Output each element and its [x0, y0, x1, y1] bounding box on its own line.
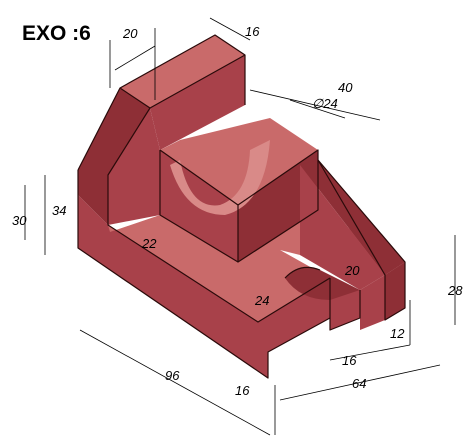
- dim-64: 64: [352, 376, 366, 391]
- left-wall-side-face: [78, 88, 150, 225]
- cylinder-cut-surface: [170, 140, 270, 215]
- edge-outline-1: [77, 170, 331, 379]
- solid-part: [77, 34, 406, 379]
- dim-16-bottom: 16: [235, 383, 250, 398]
- dim-20-slot: 20: [344, 263, 360, 278]
- edge-outline-7: [317, 159, 406, 321]
- right-rib-face: [300, 160, 405, 275]
- edge-outline-6: [237, 149, 319, 263]
- cradle-side-face: [238, 150, 318, 262]
- dim-22: 22: [141, 236, 157, 251]
- dim-20-top: 20: [122, 26, 138, 41]
- dim-12: 12: [390, 326, 405, 341]
- slot-cutout: [285, 267, 360, 300]
- slot-right-block: [360, 275, 385, 330]
- dim-24-mid: 24: [254, 293, 269, 308]
- dim-16-top: 16: [245, 24, 260, 39]
- edge-outline-8: [329, 278, 361, 331]
- edge-slot-arc: [284, 266, 321, 279]
- left-wall-top-face: [120, 35, 245, 108]
- right-rib-slope: [300, 165, 385, 290]
- edge-outline-2: [77, 34, 246, 171]
- dim-dia-24: ∅24: [312, 96, 338, 111]
- dim-16-right: 16: [342, 353, 357, 368]
- left-wall-front-face: [108, 108, 160, 225]
- dimension-lines: [24, 17, 456, 436]
- edge-outline-4: [107, 107, 331, 323]
- dim-96: 96: [165, 368, 180, 383]
- base-right-side: [385, 262, 405, 320]
- exercise-title: EXO :6: [22, 22, 91, 45]
- dim-34: 34: [52, 203, 66, 218]
- cradle-top-face: [160, 118, 318, 205]
- dim-28: 28: [447, 283, 463, 298]
- dim-30: 30: [12, 213, 27, 228]
- left-wall-upper-front: [150, 55, 245, 150]
- base-front-face: [78, 195, 330, 378]
- dim-40: 40: [338, 80, 353, 95]
